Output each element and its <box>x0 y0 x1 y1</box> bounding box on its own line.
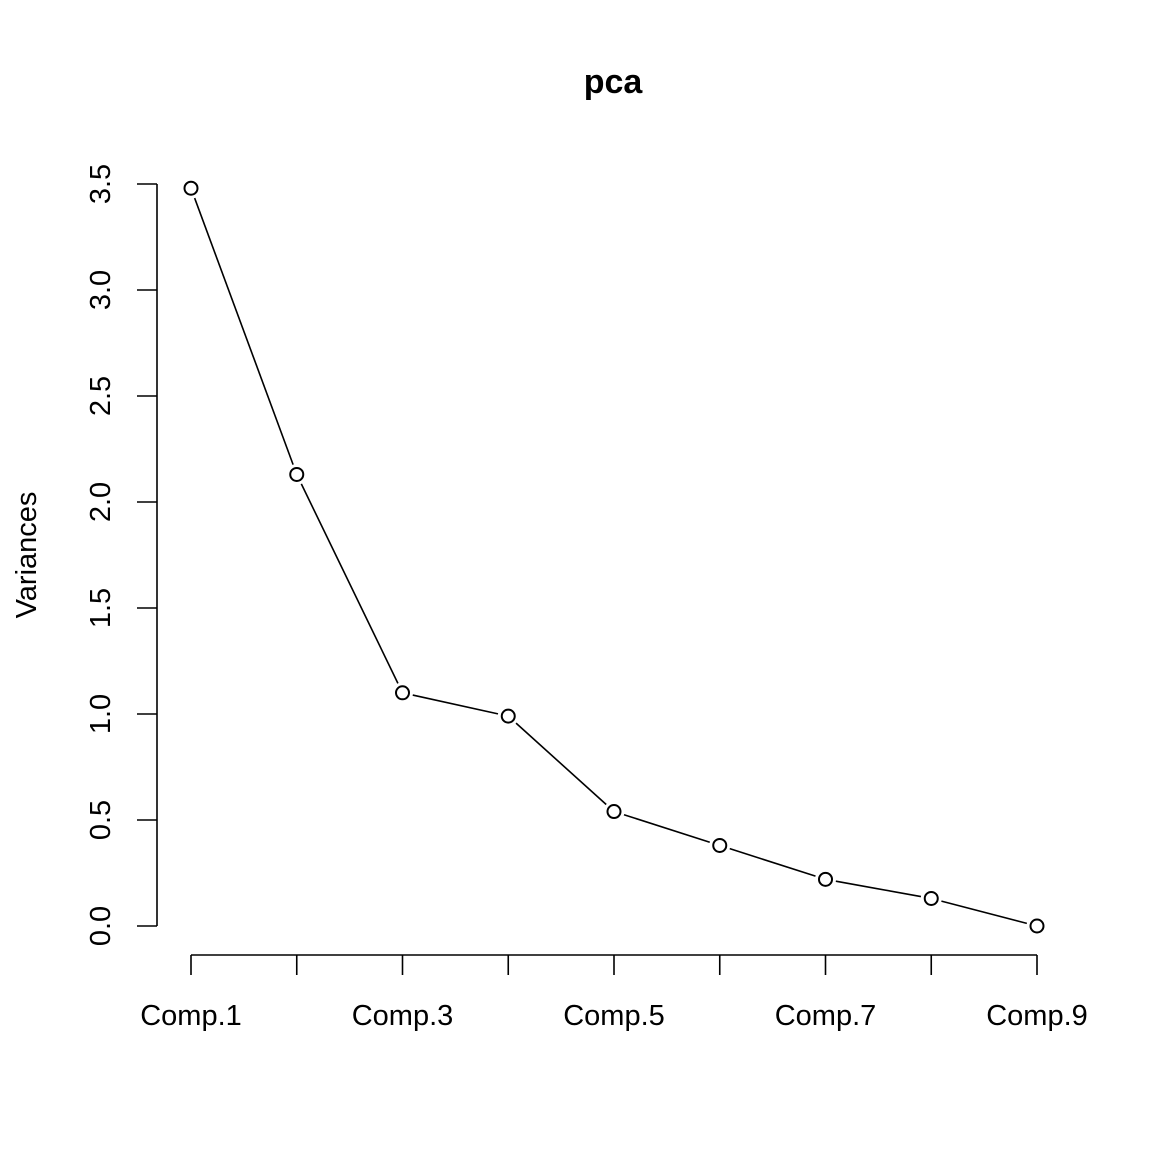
series-segment <box>729 847 816 877</box>
y-tick-label: 3.5 <box>85 164 117 204</box>
y-tick-label: 2.5 <box>85 376 117 416</box>
series-segment <box>835 880 922 898</box>
data-point-comp-8 <box>923 890 939 906</box>
y-axis: 0.0 0.5 1.0 1.5 2.0 2.5 3.0 3.5 <box>85 164 158 946</box>
x-tick-label: Comp.9 <box>986 1000 1088 1032</box>
y-tick-label: 1.5 <box>85 588 117 628</box>
data-point-comp-9 <box>1029 918 1045 934</box>
series-points <box>183 180 1045 934</box>
series-segment <box>412 694 499 715</box>
y-axis-label: Variances <box>11 492 43 619</box>
x-tick-label: Comp.1 <box>140 1000 242 1032</box>
y-tick-label: 0.5 <box>85 800 117 840</box>
data-point-comp-6 <box>712 837 728 853</box>
series-segment <box>300 483 399 684</box>
data-point-comp-7 <box>818 871 833 887</box>
chart-title: pca <box>584 63 644 101</box>
x-tick-label: Comp.5 <box>563 1000 665 1032</box>
y-tick-label: 0.0 <box>85 906 117 946</box>
x-tick-label: Comp.7 <box>775 1000 877 1032</box>
data-point-comp-5 <box>606 804 622 820</box>
data-point-comp-4 <box>500 708 516 724</box>
y-tick-label: 2.0 <box>85 482 117 522</box>
data-point-comp-1 <box>183 180 199 196</box>
x-tick-label: Comp.3 <box>352 1000 454 1032</box>
data-point-comp-2 <box>289 466 305 482</box>
x-axis: Comp.1 Comp.3 Comp.5 Comp.7 Comp.9 <box>140 954 1088 1032</box>
data-point-comp-3 <box>395 685 410 701</box>
series-line <box>193 197 1028 925</box>
series-segment <box>941 900 1028 925</box>
y-tick-label: 3.0 <box>85 270 117 310</box>
series-segment <box>623 813 710 843</box>
series-segment <box>515 722 607 806</box>
y-tick-label: 1.0 <box>85 694 117 734</box>
series-segment <box>193 197 294 465</box>
